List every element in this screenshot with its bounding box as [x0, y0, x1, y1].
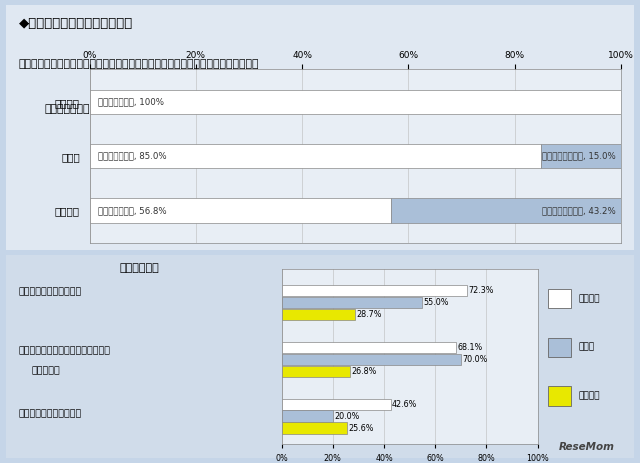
Text: 特別な措置: 特別な措置: [31, 367, 60, 375]
Bar: [282, 342, 456, 353]
Text: 25.6%: 25.6%: [348, 424, 374, 432]
Text: （主な内容）: （主な内容）: [119, 263, 159, 273]
Text: 55.0%: 55.0%: [424, 298, 449, 307]
Bar: [282, 354, 461, 365]
FancyBboxPatch shape: [548, 386, 571, 406]
Text: 68.1%: 68.1%: [457, 343, 483, 352]
Bar: [282, 399, 390, 410]
Bar: [282, 285, 467, 296]
Bar: [282, 422, 347, 434]
Text: 取り組んでいない, 43.2%: 取り組んでいない, 43.2%: [541, 206, 616, 215]
FancyBboxPatch shape: [548, 338, 571, 357]
Text: 市区町村: 市区町村: [578, 391, 600, 400]
Bar: [90, 144, 541, 169]
Text: 20.0%: 20.0%: [334, 412, 360, 420]
Bar: [282, 297, 422, 308]
Bar: [90, 198, 391, 223]
Text: 取り組んでいる, 100%: 取り組んでいる, 100%: [97, 98, 164, 106]
Bar: [282, 410, 333, 422]
Text: ◆運動部活動指導の工夫・改善: ◆運動部活動指導の工夫・改善: [19, 17, 133, 30]
Bar: [282, 366, 350, 377]
FancyBboxPatch shape: [548, 289, 571, 308]
Text: 取り組んでいない, 15.0%: 取り組んでいない, 15.0%: [541, 152, 616, 161]
Bar: [90, 90, 621, 114]
Text: 政令市: 政令市: [578, 343, 594, 352]
Text: 42.6%: 42.6%: [392, 400, 417, 409]
Text: ・顧問の複数配置の促進: ・顧問の複数配置の促進: [19, 409, 82, 419]
Text: 取り組んでいる, 56.8%: 取り組んでいる, 56.8%: [97, 206, 166, 215]
Text: 28.7%: 28.7%: [356, 310, 382, 319]
Text: 都道府県: 都道府県: [578, 294, 600, 303]
Text: ・所管の学校に対して，運動部活動指導の工夫・改善に取り組んでいる都道府県は: ・所管の学校に対して，運動部活動指導の工夫・改善に取り組んでいる都道府県は: [19, 59, 259, 69]
Text: ・休養日等の基準を設定: ・休養日等の基準を設定: [19, 287, 82, 296]
Text: 26.8%: 26.8%: [351, 367, 377, 376]
Text: １００％，政令市は85.0％，市区町村は56.8％である。: １００％，政令市は85.0％，市区町村は56.8％である。: [44, 103, 228, 113]
Text: ReseMom: ReseMom: [559, 442, 615, 452]
Bar: [541, 144, 621, 169]
Text: ・外部指導者の活用の拡大のための: ・外部指導者の活用の拡大のための: [19, 346, 111, 355]
Bar: [282, 309, 355, 320]
Text: 70.0%: 70.0%: [462, 355, 488, 364]
Bar: [391, 198, 621, 223]
Text: 72.3%: 72.3%: [468, 286, 493, 295]
Text: 取り組んでいる, 85.0%: 取り組んでいる, 85.0%: [97, 152, 166, 161]
